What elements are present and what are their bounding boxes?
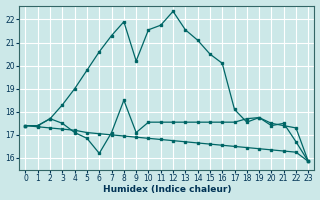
X-axis label: Humidex (Indice chaleur): Humidex (Indice chaleur) [103, 185, 231, 194]
